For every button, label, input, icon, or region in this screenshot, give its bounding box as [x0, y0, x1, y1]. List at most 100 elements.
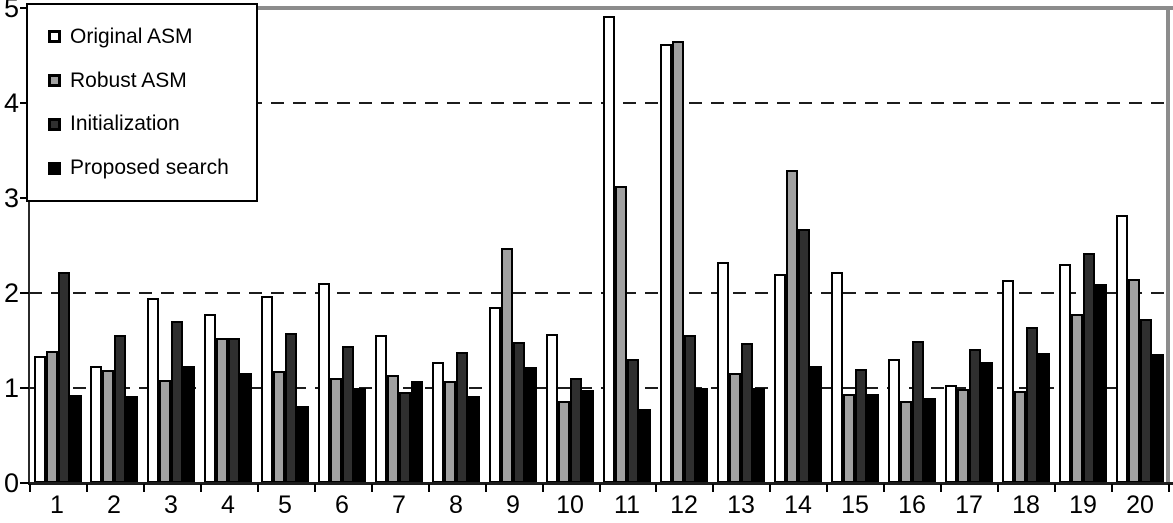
x-axis-label: 4 [221, 491, 235, 519]
legend-marker-icon [48, 30, 61, 44]
legend-label: Robust ASM [70, 68, 187, 92]
bar [1140, 319, 1152, 483]
bar [261, 296, 273, 483]
x-axis-tick [1111, 484, 1113, 492]
x-axis-label: 1 [50, 491, 64, 519]
y-axis-tick [20, 7, 29, 9]
bar [639, 409, 651, 483]
legend-item: Robust ASM [48, 69, 256, 93]
y-axis-tick [20, 292, 29, 294]
legend-item: Initialization [48, 112, 256, 136]
y-axis-label: 1 [3, 373, 19, 403]
y-axis-label: 0 [3, 468, 19, 498]
bar [615, 186, 627, 483]
x-axis-tick [314, 484, 316, 492]
y-axis-tick [20, 102, 29, 104]
x-axis-tick [143, 484, 145, 492]
gridline-2 [29, 292, 1168, 294]
bar [867, 394, 879, 483]
x-axis-tick [712, 484, 714, 492]
bar [843, 394, 855, 483]
x-axis-tick [200, 484, 202, 492]
y-axis-tick [20, 482, 29, 484]
bar [1059, 264, 1071, 483]
bar [70, 395, 82, 483]
bar [900, 401, 912, 483]
x-axis-tick [542, 484, 544, 492]
bar [1002, 280, 1014, 483]
bar [240, 373, 252, 483]
x-axis-label: 14 [784, 491, 812, 519]
bar [603, 16, 615, 483]
bar [159, 380, 171, 483]
x-axis-label: 12 [670, 491, 698, 519]
gridline-1 [29, 387, 1168, 389]
bar [58, 272, 70, 483]
bar [672, 41, 684, 483]
bar [945, 385, 957, 483]
x-axis-tick [997, 484, 999, 492]
bar [729, 373, 741, 483]
bar [216, 338, 228, 483]
y-axis-label: 2 [3, 278, 19, 308]
bar [318, 283, 330, 483]
bar [570, 378, 582, 483]
bar [786, 170, 798, 483]
x-axis-label: 7 [392, 491, 406, 519]
bar [114, 335, 126, 483]
legend-label: Original ASM [70, 24, 193, 48]
x-axis-tick [1054, 484, 1056, 492]
x-axis-line [28, 482, 1173, 485]
x-axis-label: 13 [727, 491, 755, 519]
bar [798, 229, 810, 483]
bar [102, 370, 114, 483]
bar [1014, 391, 1026, 483]
bar [696, 388, 708, 483]
bar [546, 334, 558, 483]
bar [1083, 253, 1095, 483]
bar [912, 341, 924, 483]
bar [855, 369, 867, 483]
bar [753, 388, 765, 483]
plot-right-border [1166, 6, 1170, 484]
x-axis-label: 6 [335, 491, 349, 519]
bar [204, 314, 216, 483]
bar [501, 248, 513, 483]
x-axis-tick [1168, 484, 1170, 492]
x-axis-label: 15 [841, 491, 869, 519]
x-axis-tick [86, 484, 88, 492]
bar [34, 356, 46, 483]
x-axis-tick [655, 484, 657, 492]
bar [171, 321, 183, 483]
bar [684, 335, 696, 483]
bar [810, 366, 822, 483]
x-axis-tick [371, 484, 373, 492]
x-axis-label: 10 [556, 491, 584, 519]
bar [831, 272, 843, 483]
legend-item: Original ASM [48, 25, 256, 49]
bar [1152, 354, 1164, 483]
x-axis-tick [940, 484, 942, 492]
y-axis-line [28, 6, 30, 483]
y-axis-label: 4 [3, 88, 19, 118]
bar [717, 262, 729, 483]
bar [924, 398, 936, 483]
x-axis-label: 8 [449, 491, 463, 519]
bar [888, 359, 900, 483]
bar [342, 346, 354, 483]
bar [513, 342, 525, 483]
y-axis-tick [20, 387, 29, 389]
bar [1095, 284, 1107, 483]
gridline-4 [29, 102, 1168, 104]
bar [489, 307, 501, 483]
x-axis-label: 11 [614, 491, 640, 519]
bar [525, 367, 537, 483]
bar [1071, 314, 1083, 483]
legend-item: Proposed search [48, 156, 256, 180]
x-axis-tick [599, 484, 601, 492]
x-axis-tick [883, 484, 885, 492]
bar [1128, 279, 1140, 483]
x-axis-label: 3 [164, 491, 178, 519]
bar [273, 371, 285, 483]
bar [46, 351, 58, 483]
